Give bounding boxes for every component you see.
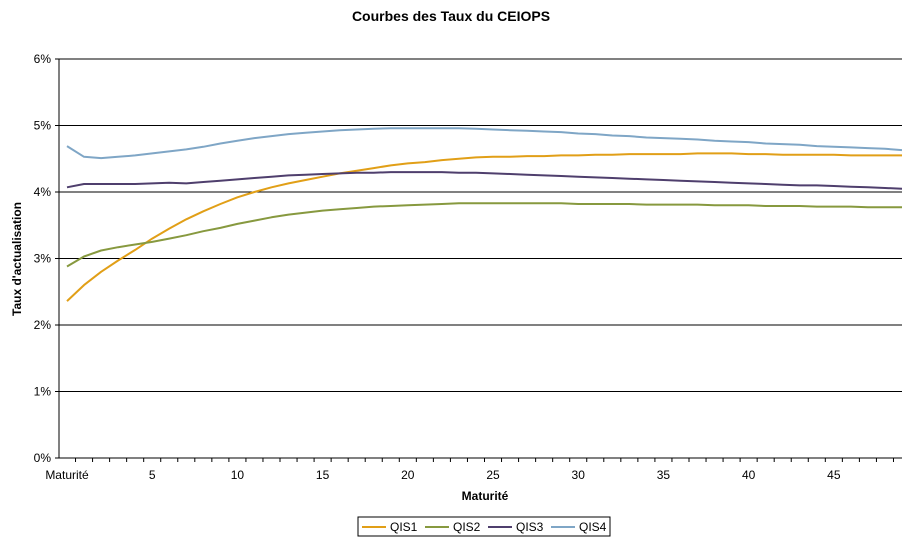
x-tick-label-7: 35	[657, 468, 671, 482]
legend-label-qis2: QIS2	[453, 520, 481, 534]
y-tick-label-3: 3%	[34, 252, 52, 266]
y-tick-label-0: 0%	[34, 451, 52, 465]
series-line-qis2	[66, 202, 902, 268]
series-line-qis3	[66, 171, 902, 190]
x-tick-label-0: Maturité	[45, 468, 89, 482]
series-line-qis1	[66, 152, 902, 302]
x-tick-label-3: 15	[316, 468, 330, 482]
grid	[59, 58, 902, 392]
x-tick-label-9: 45	[827, 468, 841, 482]
series	[66, 127, 902, 302]
x-tick-label-8: 40	[742, 468, 756, 482]
x-tick-label-2: 10	[231, 468, 245, 482]
x-tick-label-5: 25	[486, 468, 500, 482]
series-line-qis4	[66, 127, 902, 160]
x-tick-label-1: 5	[149, 468, 156, 482]
legend-label-qis1: QIS1	[390, 520, 418, 534]
legend-label-qis4: QIS4	[579, 520, 607, 534]
chart-title: Courbes des Taux du CEIOPS	[352, 8, 550, 24]
x-tick-label-4: 20	[401, 468, 415, 482]
y-tick-label-5: 5%	[34, 119, 52, 133]
legend-box	[357, 516, 611, 537]
legend: QIS1 QIS2 QIS3 QIS4	[357, 516, 611, 537]
x-axis-label: Maturité	[462, 489, 509, 503]
legend-label-qis3: QIS3	[516, 520, 544, 534]
x-axis-ticks: Maturité 5 10 15 20 25 30 35 40 45	[45, 458, 894, 482]
y-tick-label-2: 2%	[34, 318, 52, 332]
y-tick-label-4: 4%	[34, 185, 52, 199]
x-tick-label-6: 30	[572, 468, 586, 482]
y-tick-label-6: 6%	[34, 52, 52, 66]
y-tick-label-1: 1%	[34, 385, 52, 399]
y-axis-label: Taux d'actualisation	[10, 202, 24, 316]
y-axis-ticks: 0% 1% 2% 3% 4% 5% 6%	[34, 52, 59, 465]
